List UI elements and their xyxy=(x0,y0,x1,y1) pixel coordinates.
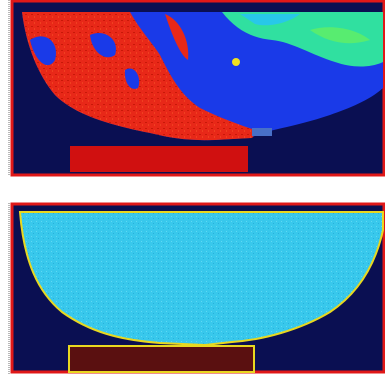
base-block xyxy=(70,146,248,172)
cyan-region xyxy=(18,211,384,347)
top-panel xyxy=(10,0,385,177)
red-region xyxy=(22,12,258,141)
cyan-patch xyxy=(240,14,300,26)
base-block xyxy=(68,345,255,373)
blue-patch xyxy=(30,36,56,66)
debris xyxy=(252,128,272,136)
green-region xyxy=(222,12,383,67)
green-patch xyxy=(310,27,370,44)
red-streak xyxy=(165,14,189,60)
yellow-spot xyxy=(232,58,240,66)
bottom-panel xyxy=(10,202,385,374)
blue-patch xyxy=(124,68,140,89)
blue-patch xyxy=(90,32,116,58)
